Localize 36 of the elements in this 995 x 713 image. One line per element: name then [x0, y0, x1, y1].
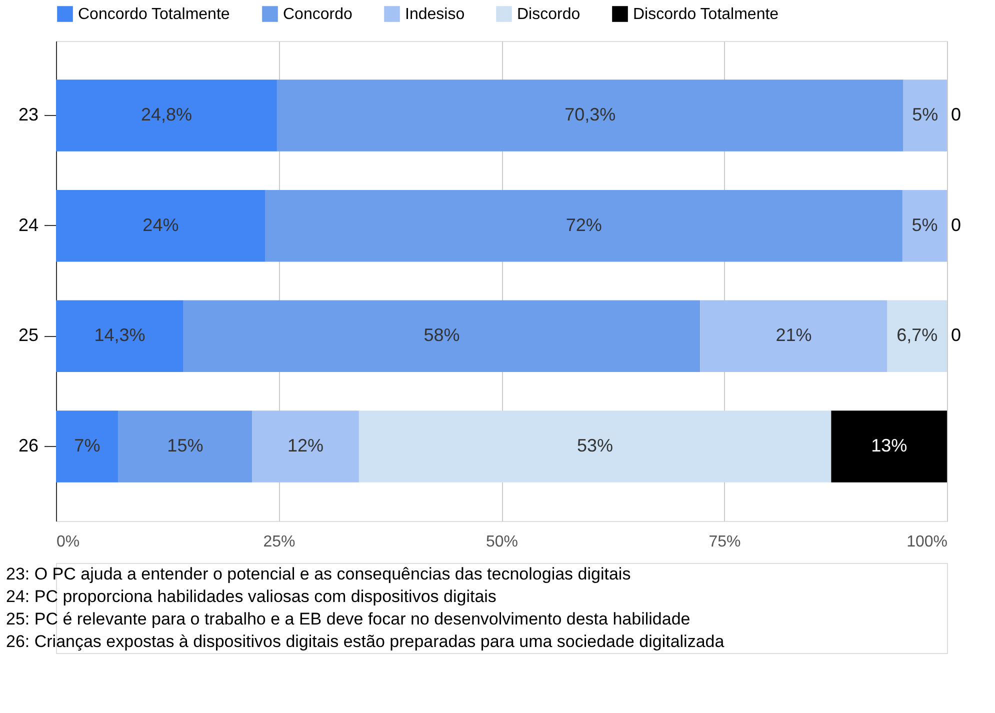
legend-label: Discordo Totalmente — [633, 6, 779, 23]
data-label: 70,3% — [564, 104, 616, 124]
text: 25: PC é relevante para o trabalho e a EB deve focar no desenvolvimento desta habilidade — [6, 609, 690, 628]
data-label: 15% — [167, 436, 204, 456]
data-label: 5% — [912, 214, 938, 235]
y-tick-label: 24 — [18, 214, 38, 235]
data-label: 6,7% — [896, 325, 938, 346]
data-label: 14,3% — [94, 325, 146, 346]
data-label: 7% — [74, 436, 100, 456]
legend-label: Concordo Totalmente — [78, 6, 230, 23]
y-tick-label: 26 — [18, 436, 38, 456]
data-label: 72% — [566, 214, 602, 235]
x-tick-label: 75% — [708, 534, 741, 550]
x-tick-label: 0% — [56, 534, 80, 550]
y-tick-label: 23 — [18, 104, 38, 124]
x-tick-label: 25% — [263, 534, 296, 550]
data-label: 13% — [871, 436, 908, 456]
data-label: 12% — [287, 436, 324, 456]
x-tick-label: 100% — [906, 534, 948, 550]
legend-label: Indesiso — [405, 6, 465, 23]
text: 26: Crianças expostas à dispositivos digitais estão preparadas para uma sociedade digitalizada — [6, 632, 725, 651]
x-tick-label: 50% — [486, 534, 518, 550]
text: 23: O PC ajuda a entender o potencial e as consequências das tecnologias digitais — [6, 564, 631, 584]
legend-label: Discordo — [517, 6, 580, 23]
data-label: 58% — [424, 325, 460, 346]
text: 24: PC proporciona habilidades valiosas com dispositivos digitais — [6, 586, 496, 606]
data-label: 0 — [951, 104, 962, 124]
data-label: 0 — [951, 214, 962, 235]
data-label: 24,8% — [140, 104, 192, 124]
y-tick-label: 25 — [18, 325, 38, 346]
legend-label: Concordo — [283, 6, 352, 23]
data-label: 21% — [776, 325, 812, 346]
data-label: 0 — [951, 325, 962, 346]
data-label: 5% — [912, 104, 938, 124]
data-label: 53% — [577, 436, 614, 456]
data-label: 24% — [142, 214, 179, 235]
